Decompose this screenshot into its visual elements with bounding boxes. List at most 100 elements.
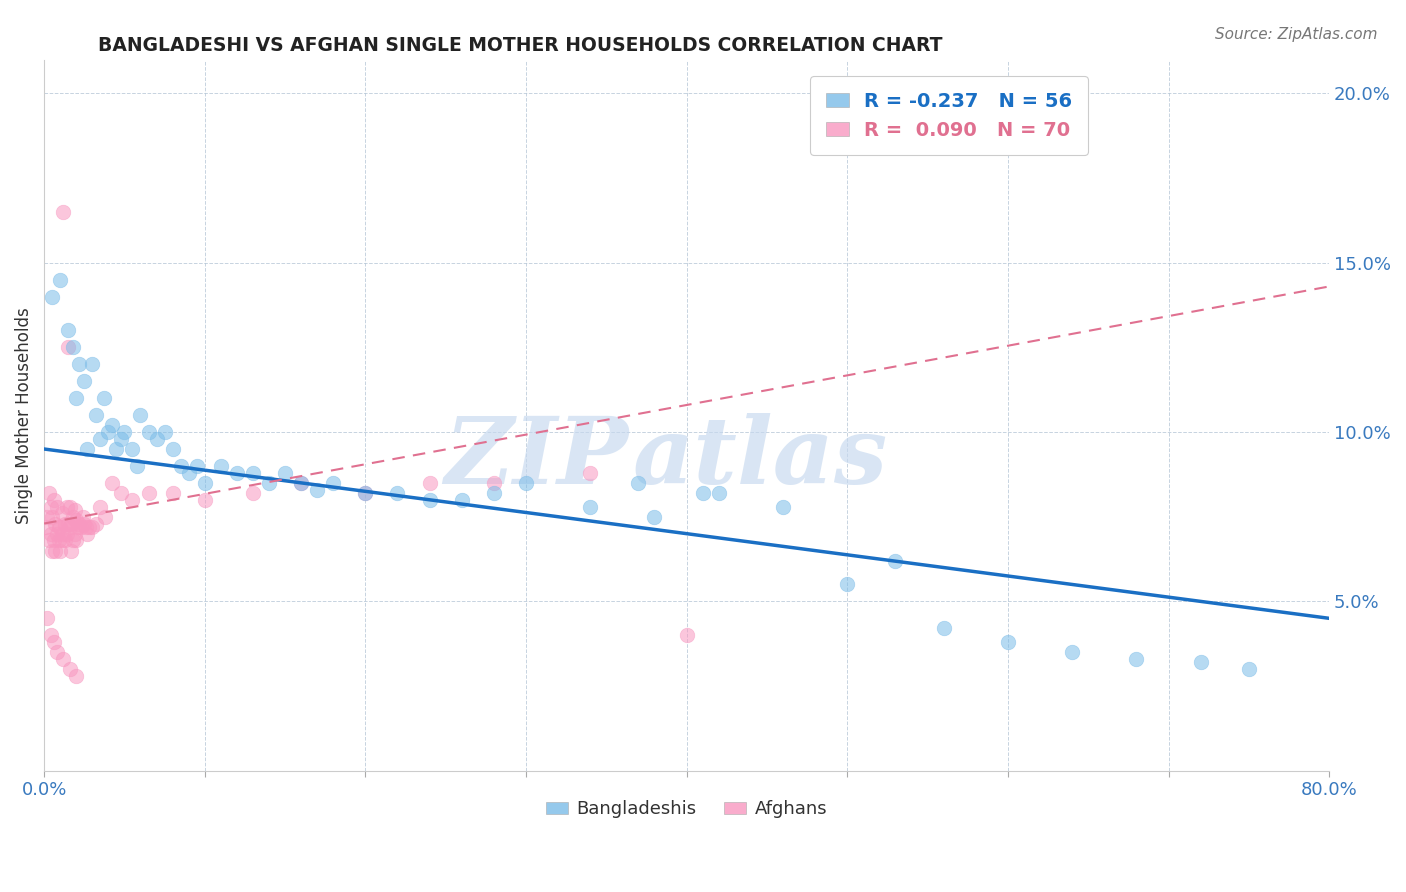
Point	[707, 486, 730, 500]
Point	[75, 520, 97, 534]
Point	[70, 520, 93, 534]
Point	[48, 533, 70, 548]
Point	[153, 425, 176, 439]
Point	[419, 475, 441, 490]
Point	[354, 486, 377, 500]
Point	[60, 543, 83, 558]
Point	[48, 520, 70, 534]
Point	[39, 500, 62, 514]
Point	[66, 520, 89, 534]
Point	[169, 458, 191, 473]
Point	[450, 492, 472, 507]
Point	[62, 509, 84, 524]
Point	[290, 475, 312, 490]
Point	[44, 516, 66, 531]
Point	[89, 432, 111, 446]
Point	[37, 509, 59, 524]
Point	[84, 516, 107, 531]
Point	[65, 513, 87, 527]
Point	[55, 526, 77, 541]
Point	[46, 645, 69, 659]
Point	[932, 622, 955, 636]
Point	[62, 533, 84, 548]
Point	[121, 442, 143, 456]
Text: atlas: atlas	[633, 413, 889, 503]
Point	[482, 475, 505, 490]
Point	[837, 577, 859, 591]
Point	[692, 486, 714, 500]
Point	[84, 408, 107, 422]
Point	[77, 520, 100, 534]
Point	[41, 543, 63, 558]
Point	[675, 628, 697, 642]
Point	[52, 652, 75, 666]
Point	[46, 526, 69, 541]
Text: ZIP: ZIP	[444, 413, 628, 503]
Point	[290, 475, 312, 490]
Point	[65, 391, 87, 405]
Point	[51, 533, 73, 548]
Point	[121, 492, 143, 507]
Point	[52, 205, 75, 219]
Point	[387, 486, 409, 500]
Point	[73, 516, 96, 531]
Point	[65, 669, 87, 683]
Point	[42, 533, 65, 548]
Point	[322, 475, 344, 490]
Point	[482, 486, 505, 500]
Point	[225, 466, 247, 480]
Point	[41, 290, 63, 304]
Point	[242, 466, 264, 480]
Text: Source: ZipAtlas.com: Source: ZipAtlas.com	[1215, 27, 1378, 42]
Point	[515, 475, 537, 490]
Point	[58, 340, 80, 354]
Point	[194, 492, 217, 507]
Point	[112, 425, 135, 439]
Point	[55, 500, 77, 514]
Point	[35, 520, 58, 534]
Point	[997, 635, 1019, 649]
Point	[82, 520, 104, 534]
Point	[138, 425, 160, 439]
Point	[58, 516, 80, 531]
Point	[76, 442, 98, 456]
Point	[59, 500, 82, 514]
Point	[76, 526, 98, 541]
Point	[42, 635, 65, 649]
Point	[138, 486, 160, 500]
Point	[1237, 662, 1260, 676]
Point	[145, 432, 167, 446]
Point	[644, 509, 666, 524]
Point	[82, 357, 104, 371]
Point	[354, 486, 377, 500]
Point	[49, 543, 72, 558]
Point	[579, 500, 602, 514]
Point	[209, 458, 232, 473]
Point	[59, 520, 82, 534]
Point	[100, 475, 122, 490]
Point	[58, 324, 80, 338]
Point	[39, 526, 62, 541]
Point	[627, 475, 650, 490]
Point	[1189, 656, 1212, 670]
Point	[69, 516, 91, 531]
Point	[49, 273, 72, 287]
Point	[69, 357, 91, 371]
Point	[419, 492, 441, 507]
Point	[39, 628, 62, 642]
Point	[110, 432, 132, 446]
Point	[53, 533, 76, 548]
Point	[62, 340, 84, 354]
Point	[52, 526, 75, 541]
Point	[97, 425, 120, 439]
Point	[89, 500, 111, 514]
Point	[59, 662, 82, 676]
Point	[63, 503, 86, 517]
Point	[127, 458, 149, 473]
Point	[257, 475, 280, 490]
Point	[73, 374, 96, 388]
Point	[177, 466, 200, 480]
Point	[72, 509, 94, 524]
Point	[186, 458, 208, 473]
Point	[772, 500, 794, 514]
